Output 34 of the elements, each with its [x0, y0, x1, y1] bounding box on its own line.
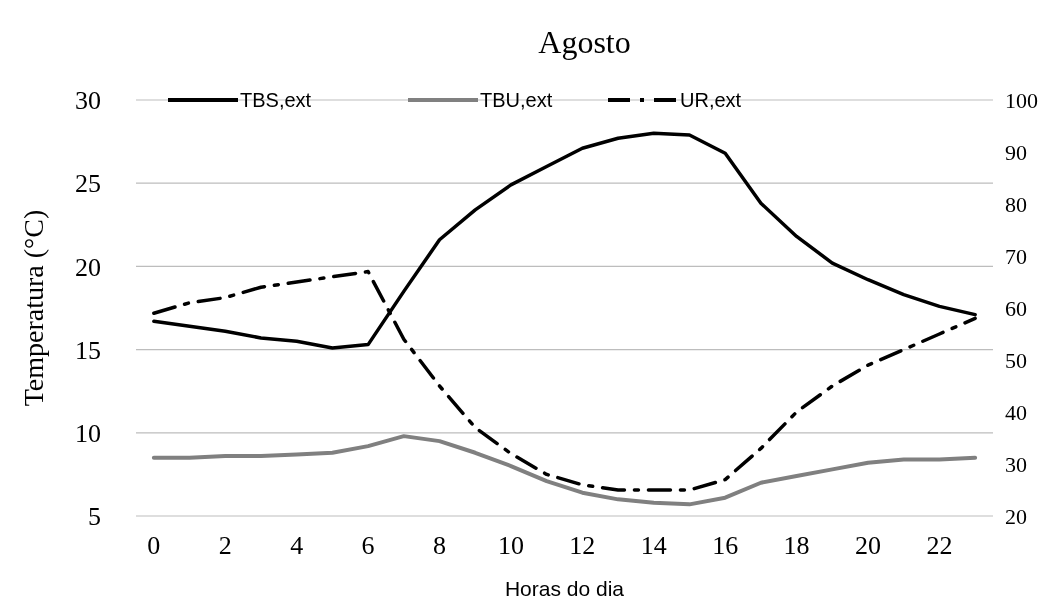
y2-tick-label: 80: [1005, 191, 1027, 217]
x-tick-label: 22: [926, 531, 953, 560]
x-tick-label: 20: [855, 531, 882, 560]
y2-tick-label: 20: [1005, 503, 1027, 529]
x-tick-label: 6: [361, 531, 375, 560]
y-tick-label: 15: [75, 335, 101, 365]
y2-tick-label: 60: [1005, 295, 1027, 321]
legend-label: TBS,ext: [240, 89, 312, 111]
x-tick-label: 2: [218, 531, 232, 560]
y2-tick-label: 30: [1005, 451, 1027, 477]
y-tick-label: 10: [75, 418, 101, 448]
y-tick-label: 5: [88, 502, 101, 532]
y2-tick-label: 100: [1005, 87, 1038, 113]
y2-tick-label: 50: [1005, 347, 1027, 373]
legend-label: UR,ext: [680, 89, 742, 111]
x-tick-label: 0: [147, 531, 161, 560]
y2-tick-label: 40: [1005, 399, 1027, 425]
legend-label: TBU,ext: [480, 89, 553, 111]
x-tick-label: 12: [569, 531, 596, 560]
chart-title: Agosto: [538, 24, 631, 60]
y2-tick-label: 90: [1005, 139, 1027, 165]
x-tick-label: 16: [712, 531, 739, 560]
x-tick-label: 14: [640, 531, 667, 560]
x-tick-label: 10: [497, 531, 524, 560]
line-series: [151, 434, 978, 507]
x-tick-label: 8: [433, 531, 447, 560]
x-tick-label: 18: [783, 531, 810, 560]
y-tick-label: 20: [75, 252, 101, 282]
y-tick-label: 25: [75, 169, 101, 199]
x-axis-title: Horas do dia: [504, 577, 625, 600]
y-axis-title: Temperatura (°C): [18, 209, 49, 407]
y-tick-label: 30: [75, 86, 101, 116]
x-tick-label: 4: [290, 531, 304, 560]
y2-tick-label: 70: [1005, 243, 1027, 269]
